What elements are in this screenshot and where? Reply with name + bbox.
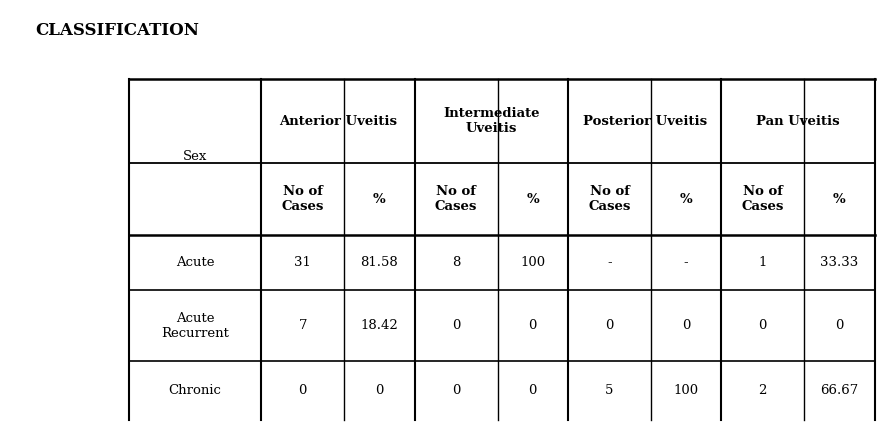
Text: 100: 100 (520, 256, 545, 269)
Text: -: - (684, 256, 688, 269)
Text: No of
Cases: No of Cases (588, 185, 630, 213)
Text: 81.58: 81.58 (361, 256, 399, 269)
Text: 0: 0 (528, 385, 537, 397)
Text: -: - (607, 256, 612, 269)
Text: 2: 2 (758, 385, 767, 397)
Text: 5: 5 (606, 385, 614, 397)
Text: 0: 0 (528, 319, 537, 332)
Text: 18.42: 18.42 (361, 319, 399, 332)
Text: Chronic: Chronic (169, 385, 221, 397)
Text: 100: 100 (674, 385, 699, 397)
Text: Acute
Recurrent: Acute Recurrent (161, 311, 229, 339)
Text: 33.33: 33.33 (821, 256, 859, 269)
Text: No of
Cases: No of Cases (281, 185, 324, 213)
Text: Posterior Uveitis: Posterior Uveitis (583, 114, 707, 127)
Text: Anterior Uveitis: Anterior Uveitis (279, 114, 397, 127)
Text: 0: 0 (836, 319, 844, 332)
Text: 0: 0 (758, 319, 767, 332)
Text: %: % (527, 193, 539, 205)
Text: Acute: Acute (176, 256, 214, 269)
Text: No of
Cases: No of Cases (435, 185, 478, 213)
Text: %: % (679, 193, 693, 205)
Text: 0: 0 (452, 385, 460, 397)
Text: Sex: Sex (183, 150, 207, 163)
Text: 66.67: 66.67 (821, 385, 859, 397)
Text: 0: 0 (452, 319, 460, 332)
Text: %: % (833, 193, 846, 205)
Text: Intermediate
Uveitis: Intermediate Uveitis (443, 107, 540, 135)
Text: 1: 1 (758, 256, 767, 269)
Text: CLASSIFICATION: CLASSIFICATION (36, 22, 200, 39)
Text: 7: 7 (298, 319, 307, 332)
Text: No of
Cases: No of Cases (741, 185, 784, 213)
Text: 8: 8 (452, 256, 460, 269)
Text: 31: 31 (294, 256, 312, 269)
Text: 0: 0 (682, 319, 690, 332)
Text: Pan Uveitis: Pan Uveitis (757, 114, 840, 127)
Text: 0: 0 (298, 385, 307, 397)
Text: 0: 0 (606, 319, 614, 332)
Text: 0: 0 (376, 385, 384, 397)
Text: %: % (373, 193, 386, 205)
